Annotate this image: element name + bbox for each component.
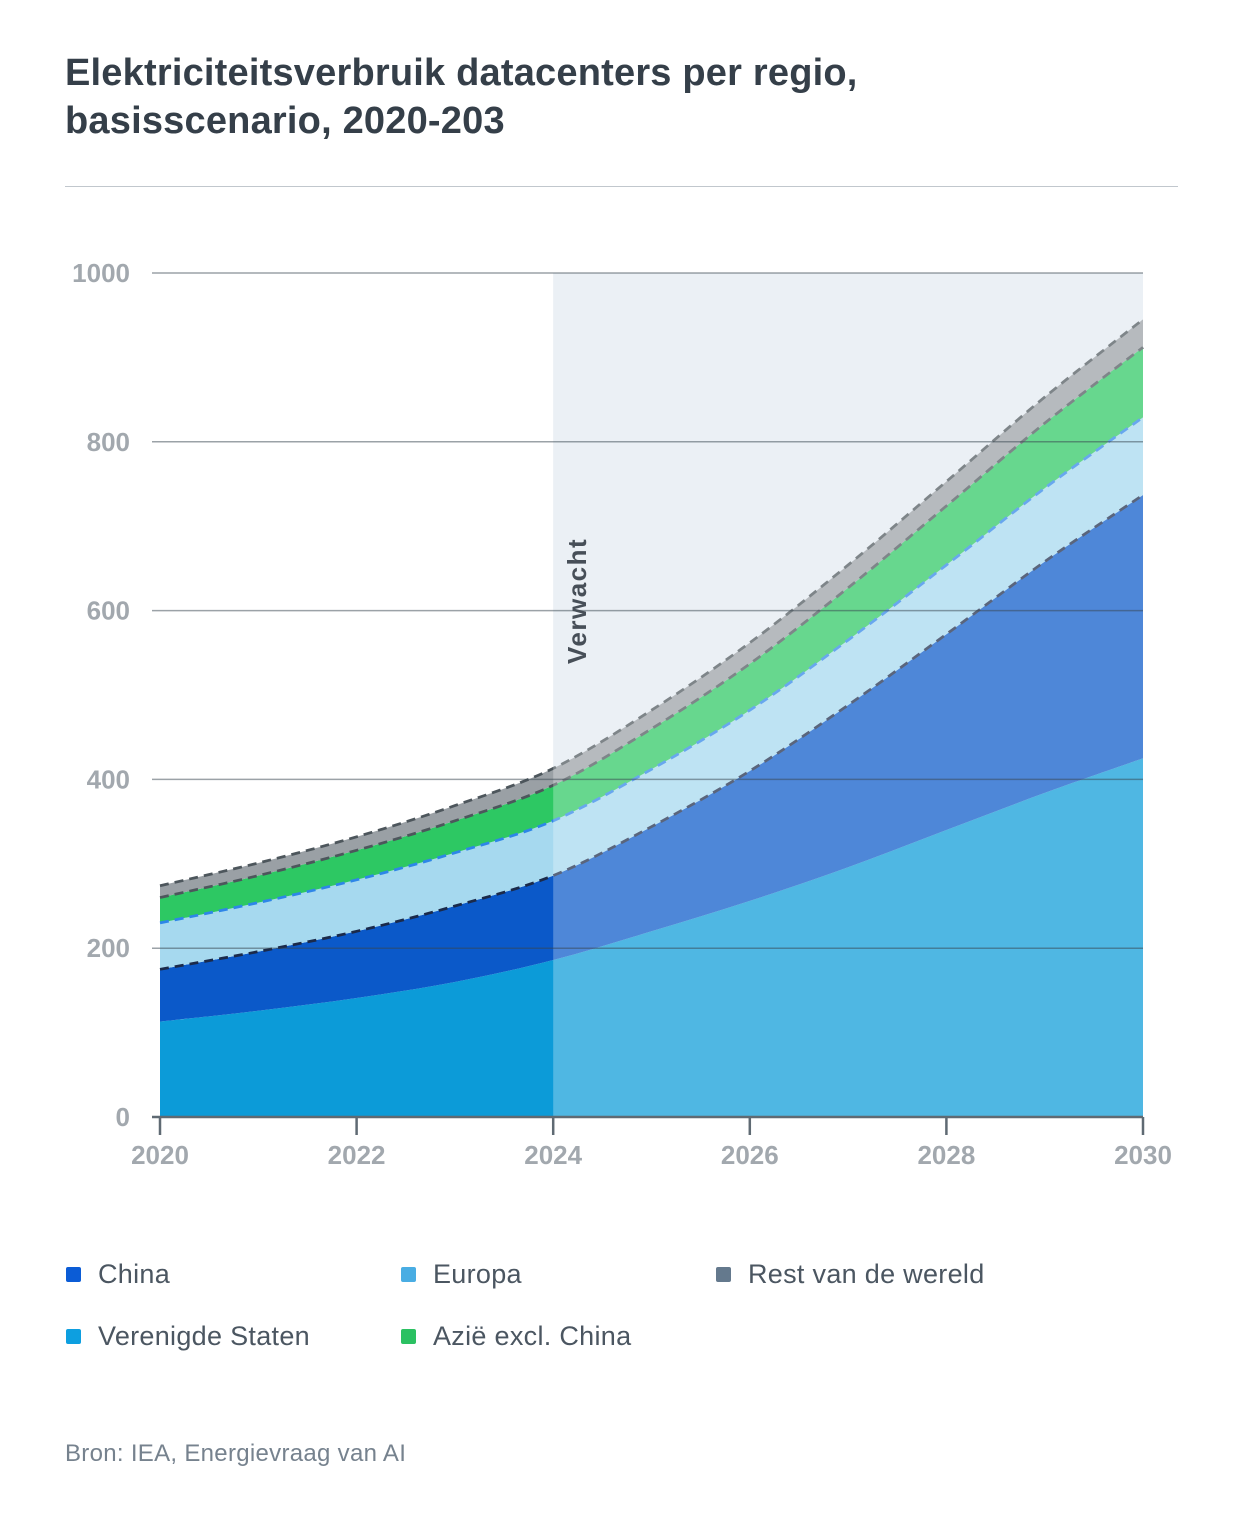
area-top-line-china: [159, 493, 1144, 971]
legend-label-europa: Europa: [433, 1258, 522, 1289]
legend-swatch-europa: [401, 1266, 416, 1282]
y-tick-label-0: 0: [116, 1102, 130, 1132]
x-tick-label-2030: 2030: [1114, 1140, 1172, 1170]
x-tick-label-2026: 2026: [721, 1140, 779, 1170]
page-title: Elektriciteitsverbruik datacenters per r…: [65, 52, 858, 142]
forecast-overlay: [553, 273, 1143, 1116]
legend-swatch-rest-van-de-wereld: [716, 1266, 731, 1282]
area-china: [160, 495, 1143, 1022]
y-tick-label-1000: 1000: [72, 258, 130, 288]
x-tick-label-2028: 2028: [917, 1140, 975, 1170]
area-top-line-azi-excl-china: [159, 346, 1144, 899]
legend-swatch-verenigde-staten: [66, 1328, 81, 1344]
stacked-area-chart: 0 200 400 600 800 1000 2020 2022 2024 2026 2028 203…: [72, 258, 1172, 1170]
legend-item-azi-excl-china: Azië excl. China: [401, 1320, 716, 1352]
y-tick-label-800: 800: [87, 427, 130, 457]
y-tick-label-400: 400: [87, 764, 130, 794]
chart-area: 0 200 400 600 800 1000 2020 2022 2024 2026 2028 203…: [0, 250, 1244, 1200]
y-tick-label-600: 600: [87, 596, 130, 626]
source-note: Bron: IEA, Energievraag van AI: [65, 1440, 407, 1467]
legend-label-verenigde-staten: Verenigde Staten: [98, 1320, 310, 1351]
x-tick-label-2024: 2024: [524, 1140, 582, 1170]
area-top-line-rest-van-de-wereld: [159, 318, 1144, 888]
legend-item-china: China: [66, 1258, 401, 1290]
legend-swatch-azi-excl-china: [401, 1328, 416, 1344]
area-verenigde-staten: [160, 758, 1143, 1117]
legend-item-rest-van-de-wereld: Rest van de wereld: [716, 1258, 985, 1290]
legend-label-china: China: [98, 1258, 171, 1289]
y-tick-label-200: 200: [87, 933, 130, 963]
x-tick-label-2022: 2022: [328, 1140, 386, 1170]
title-divider: [65, 186, 1178, 187]
forecast-label: Verwacht: [562, 537, 592, 664]
legend-label-azi-excl-china: Azië excl. China: [433, 1320, 632, 1351]
legend-item-europa: Europa: [401, 1258, 716, 1290]
legend-swatch-china: [66, 1266, 81, 1282]
x-tick-label-2020: 2020: [131, 1140, 189, 1170]
legend-item-verenigde-staten: Verenigde Staten: [66, 1320, 401, 1352]
area-europa: [160, 417, 1143, 970]
legend: China Europa Rest van de wereld Verenigde S…: [66, 1258, 985, 1352]
legend-label-rest-van-de-wereld: Rest van de wereld: [748, 1258, 985, 1289]
